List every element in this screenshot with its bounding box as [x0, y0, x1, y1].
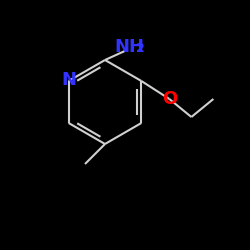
Text: O: O — [162, 90, 177, 108]
Text: 2: 2 — [136, 42, 144, 56]
Text: N: N — [61, 71, 76, 89]
Text: NH: NH — [114, 38, 144, 56]
